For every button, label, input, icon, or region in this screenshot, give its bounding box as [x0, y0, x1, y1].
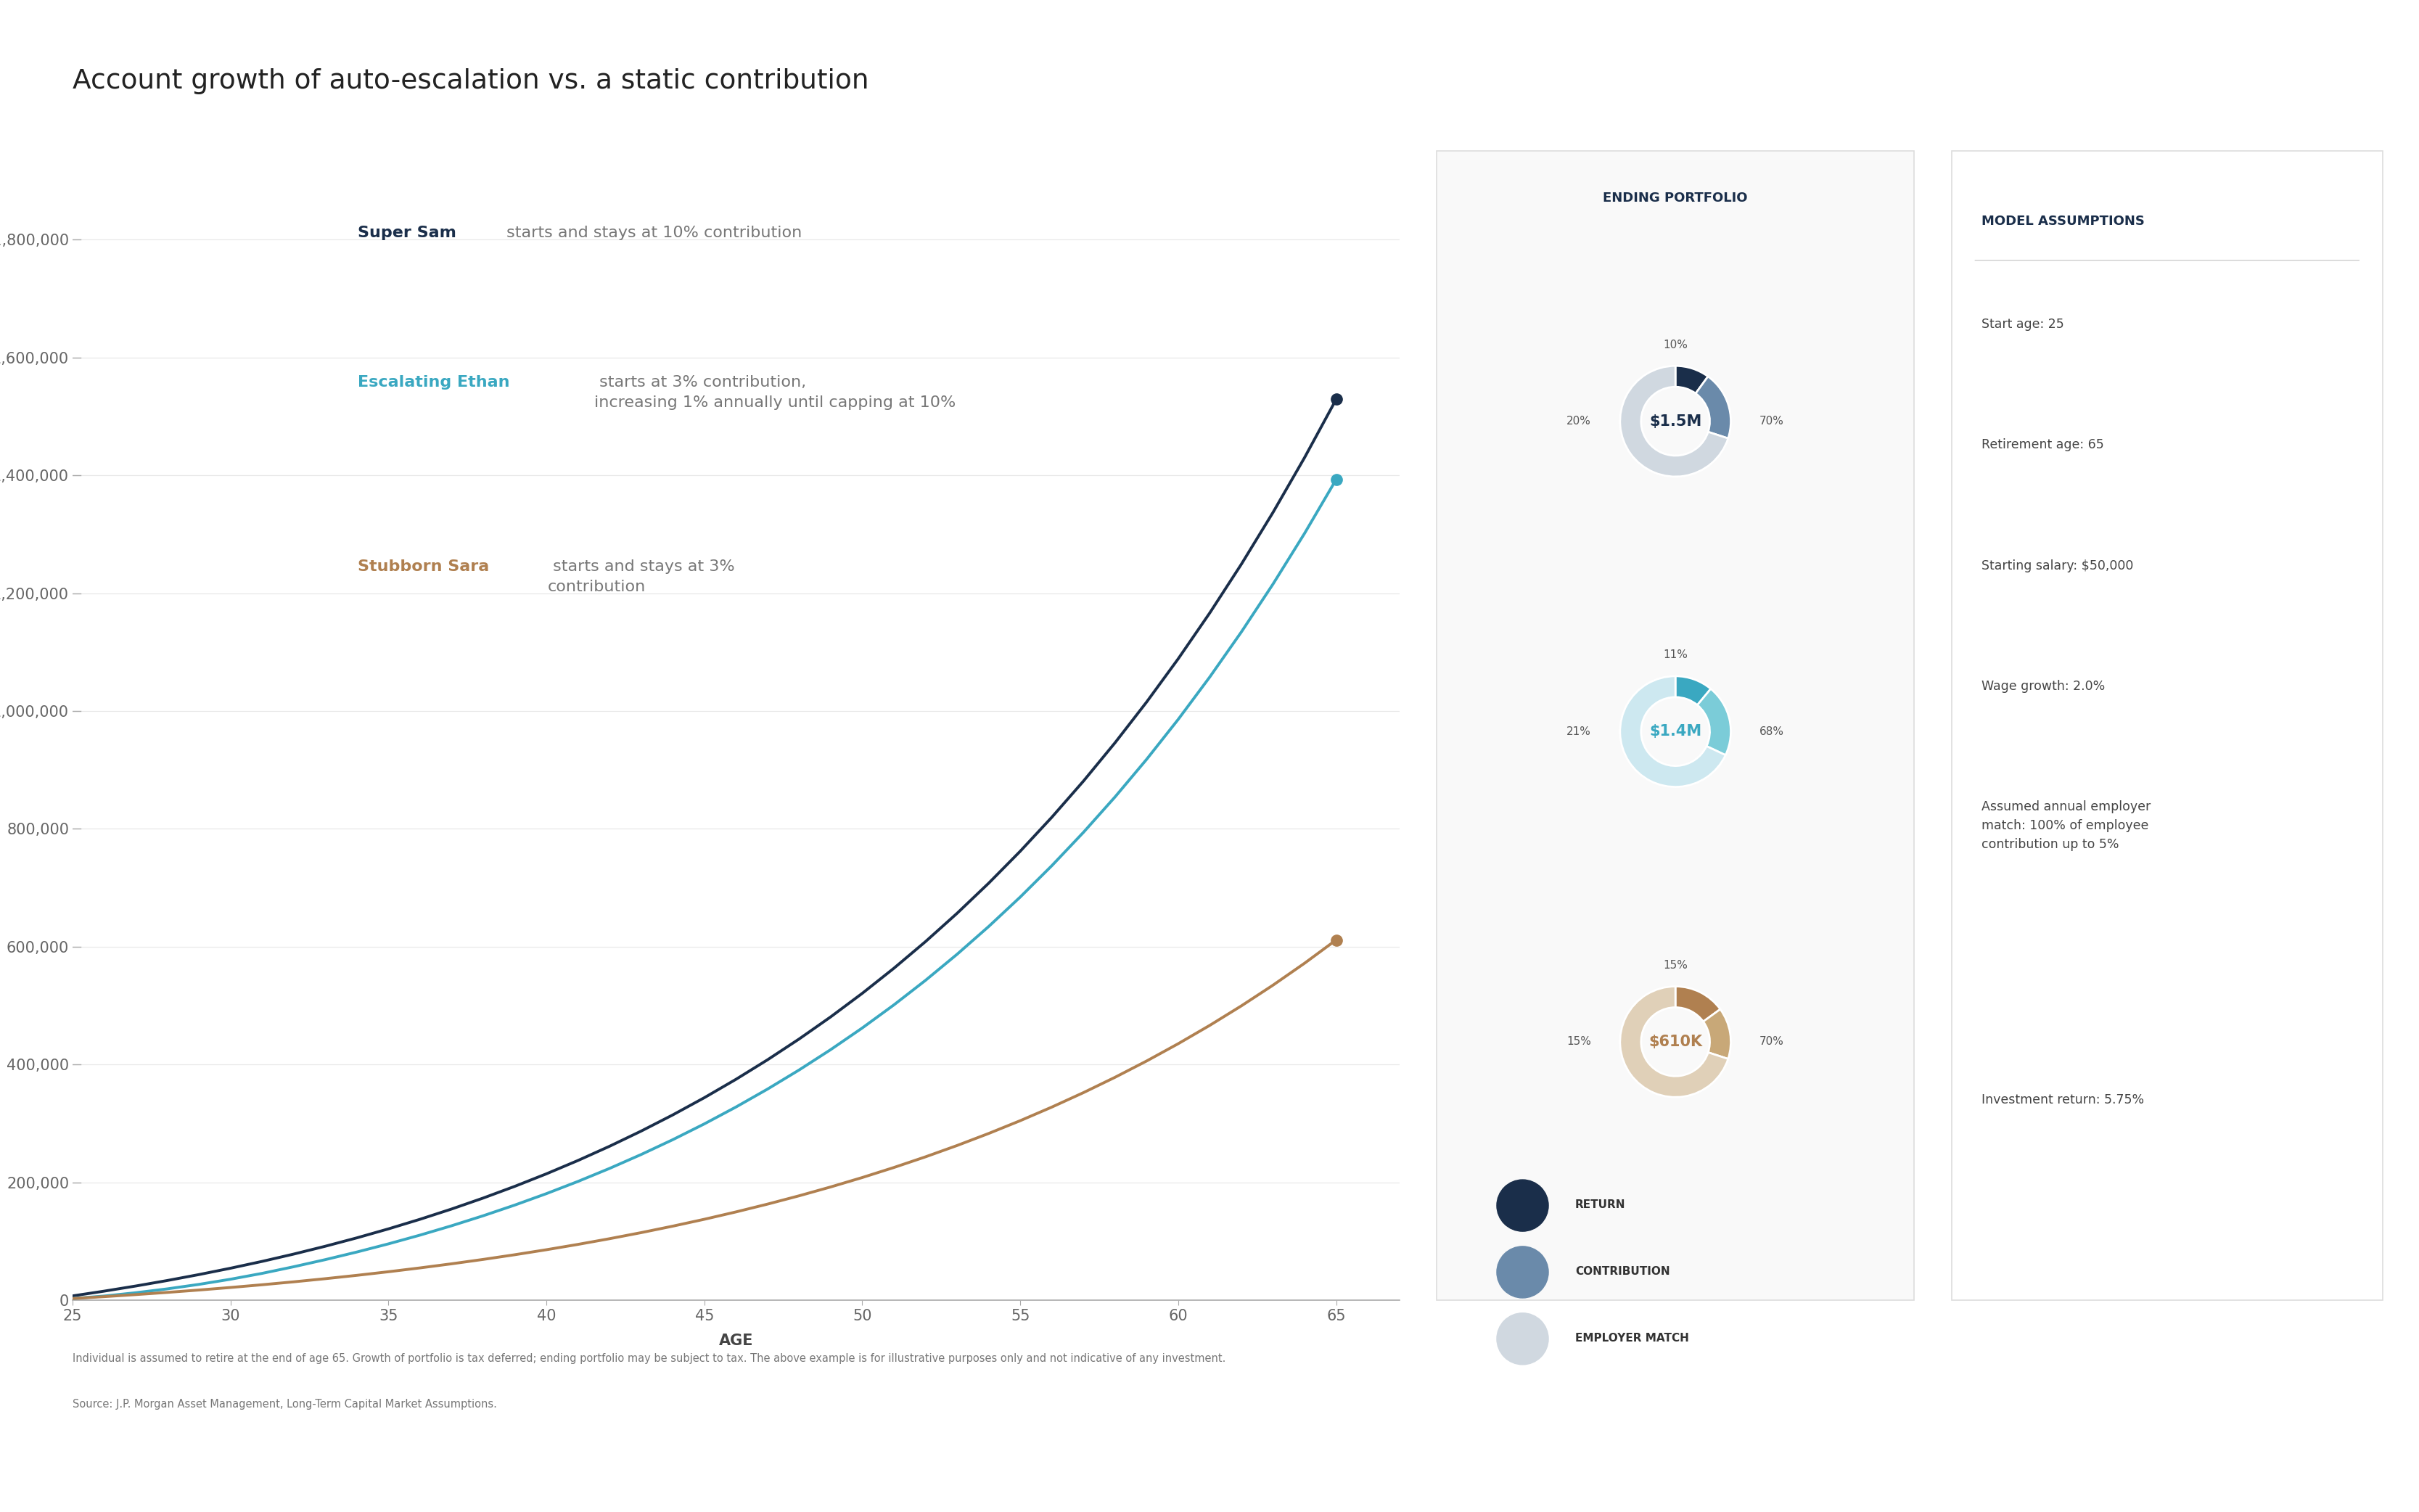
Text: Stubborn Sara: Stubborn Sara	[358, 559, 489, 573]
Text: Investment return: 5.75%: Investment return: 5.75%	[1981, 1093, 2143, 1107]
FancyBboxPatch shape	[1952, 151, 2383, 1300]
Text: Assumed annual employer
match: 100% of employee
contribution up to 5%: Assumed annual employer match: 100% of e…	[1981, 800, 2150, 851]
Text: Starting salary: $50,000: Starting salary: $50,000	[1981, 559, 2134, 572]
Text: RETURN: RETURN	[1575, 1199, 1626, 1211]
FancyBboxPatch shape	[1437, 151, 1913, 1300]
Text: Individual is assumed to retire at the end of age 65. Growth of portfolio is tax: Individual is assumed to retire at the e…	[73, 1353, 1226, 1364]
Text: Source: J.P. Morgan Asset Management, Long-Term Capital Market Assumptions.: Source: J.P. Morgan Asset Management, Lo…	[73, 1399, 496, 1409]
X-axis label: AGE: AGE	[718, 1334, 752, 1349]
Text: starts at 3% contribution,
increasing 1% annually until capping at 10%: starts at 3% contribution, increasing 1%…	[595, 375, 956, 410]
Text: Escalating Ethan: Escalating Ethan	[358, 375, 510, 390]
Text: Wage growth: 2.0%: Wage growth: 2.0%	[1981, 680, 2105, 692]
Text: starts and stays at 3%
contribution: starts and stays at 3% contribution	[547, 559, 735, 594]
Text: Start age: 25: Start age: 25	[1981, 318, 2063, 331]
Text: Account growth of auto-escalation vs. a static contribution: Account growth of auto-escalation vs. a …	[73, 68, 868, 94]
Text: EMPLOYER MATCH: EMPLOYER MATCH	[1575, 1332, 1688, 1344]
Text: Super Sam: Super Sam	[358, 225, 457, 240]
Text: CONTRIBUTION: CONTRIBUTION	[1575, 1266, 1669, 1278]
Text: starts and stays at 10% contribution: starts and stays at 10% contribution	[501, 225, 801, 240]
Text: ENDING PORTFOLIO: ENDING PORTFOLIO	[1604, 192, 1749, 204]
Text: MODEL ASSUMPTIONS: MODEL ASSUMPTIONS	[1981, 215, 2146, 227]
Text: Retirement age: 65: Retirement age: 65	[1981, 438, 2105, 452]
